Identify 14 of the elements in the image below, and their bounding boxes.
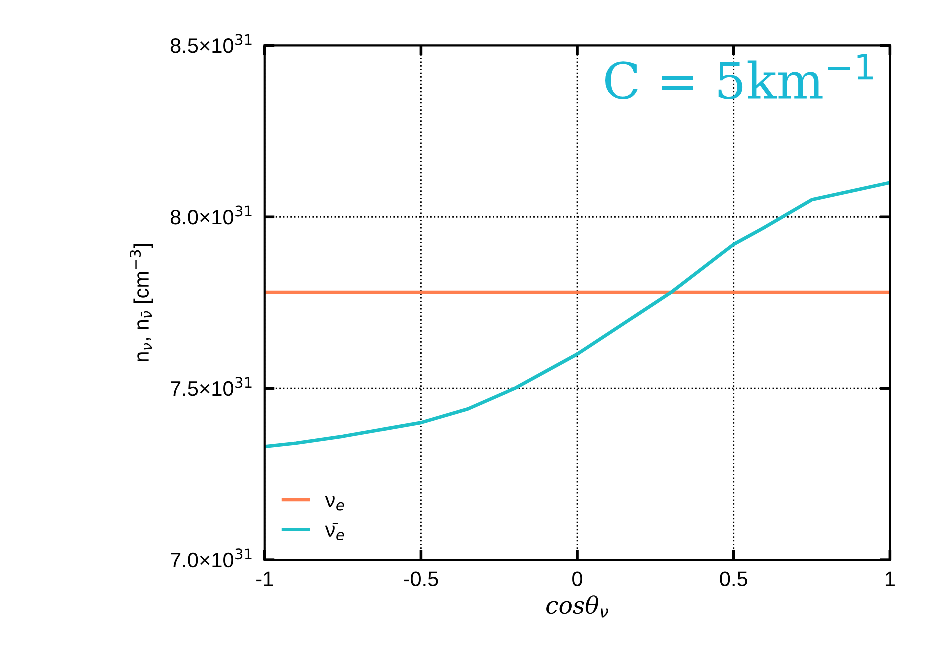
y-tick-label: 8.5×10$^{31}$ — [170, 34, 252, 54]
x-axis-title: cosθ$_{ν}$ — [546, 596, 608, 618]
y-tick-label: 8.0×10$^{31}$ — [170, 206, 252, 225]
x-tick-label: 0 — [572, 572, 583, 586]
y-tick-label: 7.5×10$^{31}$ — [171, 377, 252, 396]
x-tick-label: 1 — [886, 572, 895, 586]
x-tick-label: -0.5 — [404, 572, 438, 586]
legend-label: ν$_{e}$ — [325, 496, 344, 511]
legend-label: ν̄$_{e}$ — [325, 523, 344, 541]
y-tick-label: 7.0×10$^{31}$ — [171, 548, 252, 568]
x-tick-label: -1 — [256, 572, 274, 586]
y-axis-title: n$_{ν}$, n$_{ν̄}$ [cm$^{−3}$] — [130, 244, 154, 362]
annotation: C = 5km$^{−1}$ — [605, 54, 873, 100]
x-tick-label: 0.5 — [720, 572, 748, 586]
